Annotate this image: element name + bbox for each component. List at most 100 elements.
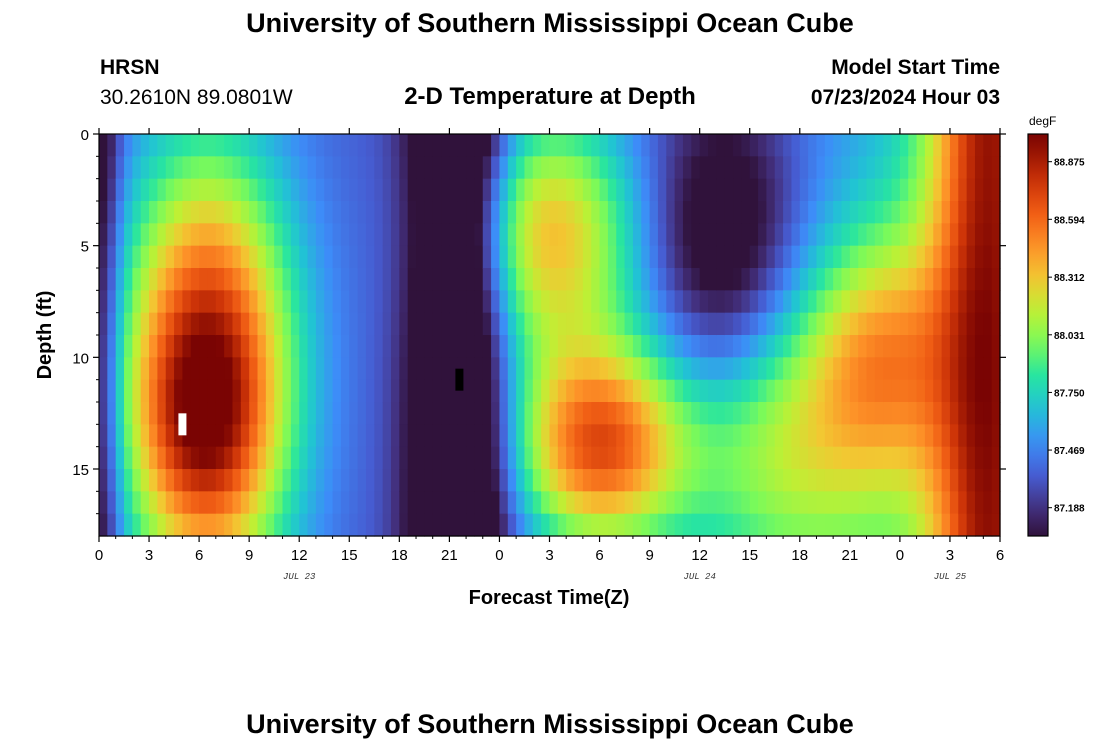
heatmap-cell [524,446,534,470]
heatmap-cell [774,312,784,336]
heatmap-cell [432,357,442,381]
heatmap-cell [374,201,384,224]
heatmap-cell [607,402,617,425]
heatmap-cell [374,335,384,358]
heatmap-cell [507,290,517,314]
heatmap-cell [107,201,117,224]
heatmap-cell [557,379,567,403]
heatmap-cell [140,156,150,180]
heatmap-cell [582,245,592,269]
heatmap-cell [849,312,859,336]
heatmap-cell [924,178,934,202]
heatmap-cell [449,268,459,291]
heatmap-cell [290,312,300,336]
heatmap-cell [232,513,242,537]
heatmap-cell [449,178,459,202]
heatmap-cell [165,402,175,425]
heatmap-cell [708,268,717,291]
heatmap-cell [516,268,526,291]
heatmap-marker [455,368,464,391]
heatmap-cell [299,245,309,269]
heatmap-cell [866,513,876,537]
plot-title: 2-D Temperature at Depth [404,83,696,110]
heatmap-cell [207,312,217,336]
heatmap-cell [607,491,617,515]
heatmap-cell [599,201,609,224]
heatmap-cell [891,446,901,470]
heatmap-cell [307,268,317,291]
heatmap-cell [824,245,834,269]
heatmap-cell [691,402,701,425]
heatmap-cell [682,223,692,247]
heatmap-cell [140,513,150,537]
heatmap-cell [983,223,993,247]
heatmap-cell [441,513,450,537]
heatmap-cell [215,223,225,247]
heatmap-cell [858,156,868,180]
heatmap-cell [941,424,951,448]
heatmap-cell [983,245,993,269]
heatmap-cell [849,424,859,448]
heatmap-cell [274,513,284,537]
heatmap-cell [974,379,984,403]
heatmap-cell [299,312,309,336]
heatmap-cell [566,223,576,247]
heatmap-cell [549,402,559,425]
heatmap-cell [582,268,592,291]
heatmap-cell [582,201,592,224]
heatmap-cell [282,268,292,291]
heatmap-cell [157,134,167,157]
heatmap-cell [124,201,133,224]
heatmap-cell [657,491,667,515]
heatmap-cell [958,402,968,425]
heatmap-cell [591,402,601,425]
heatmap-cell [699,201,709,224]
heatmap-cell [808,156,818,180]
heatmap-cell [157,268,167,291]
heatmap-cell [474,178,484,202]
heatmap-cell [340,357,350,381]
heatmap-cell [699,402,709,425]
heatmap-cell [182,446,192,470]
heatmap-cell [983,312,993,336]
heatmap-cell [541,379,551,403]
heatmap-cell [349,134,359,157]
heatmap-cell [691,268,701,291]
heatmap-cell [299,491,309,515]
heatmap-cell [866,402,876,425]
heatmap-cell [833,223,843,247]
heatmap-cell [916,223,926,247]
heatmap-cell [240,402,250,425]
heatmap-cell [399,402,409,425]
heatmap-cell [99,268,108,291]
heatmap-cell [507,156,517,180]
heatmap-cell [432,268,442,291]
heatmap-cell [307,513,317,537]
heatmap-cell [874,178,884,202]
heatmap-cell [224,491,234,515]
heatmap-cell [733,424,742,448]
heatmap-cell [908,513,918,537]
heatmap-cell [315,357,325,381]
heatmap-cell [424,223,434,247]
heatmap-cell [416,201,425,224]
heatmap-cell [349,335,359,358]
station-name: HRSN [100,56,160,79]
heatmap-cell [858,245,868,269]
heatmap-cell [132,178,142,202]
heatmap-cell [390,178,400,202]
heatmap-cell [399,513,409,537]
heatmap-cell [632,201,642,224]
heatmap-cell [924,201,934,224]
heatmap-cell [691,178,701,202]
heatmap-cell [340,312,350,336]
heatmap-cell [190,268,200,291]
heatmap-cell [599,290,609,314]
heatmap-cell [157,290,167,314]
heatmap-cell [833,446,843,470]
heatmap-cell [240,290,250,314]
heatmap-cell [983,201,993,224]
heatmap-cell [949,469,959,492]
heatmap-cell [507,357,517,381]
heatmap-cell [774,491,784,515]
